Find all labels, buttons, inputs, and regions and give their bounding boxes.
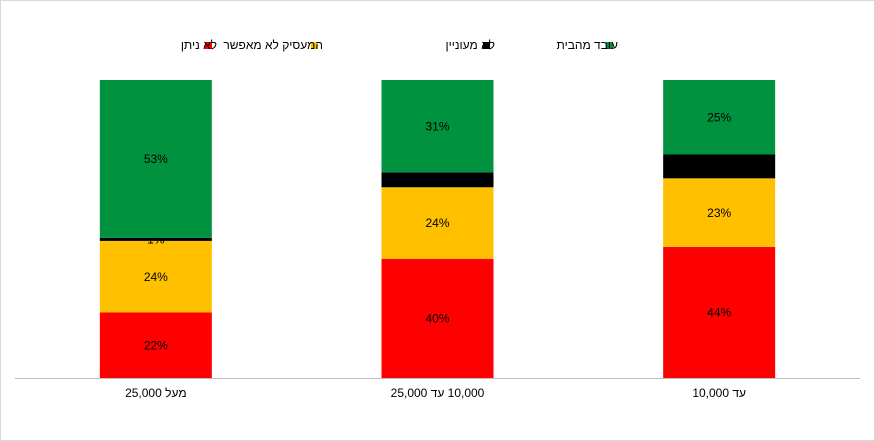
legend-label: לא מעוניין: [446, 38, 495, 52]
x-tick-label: 10,000 עד 25,000: [391, 386, 485, 400]
data-label: 23%: [707, 206, 731, 220]
bar-segment: [663, 178, 776, 247]
legend-swatch: [606, 42, 613, 49]
bar-segment: [381, 187, 494, 259]
data-label: 22%: [144, 338, 168, 352]
data-label: 25%: [707, 110, 731, 124]
data-label: 53%: [144, 152, 168, 166]
legend-swatch: [205, 42, 212, 49]
legend-swatch: [483, 42, 490, 49]
bar-segment: [663, 154, 776, 179]
data-label: 44%: [707, 306, 731, 320]
data-label: 24%: [425, 216, 449, 230]
data-label: 40%: [425, 312, 449, 326]
legend-swatch: [311, 42, 318, 49]
data-label: 31%: [425, 119, 449, 133]
bar-segment: [99, 80, 212, 238]
bar-segment: [381, 172, 494, 188]
bar-segment: [99, 237, 212, 241]
legend-label: עובד מהבית: [557, 38, 618, 52]
bar-segment: [663, 246, 776, 378]
legend-label: המעסיק לא מאפשר: [223, 38, 323, 52]
bar-segment: [99, 312, 212, 378]
data-label: 8%: [710, 160, 728, 174]
data-label: 24%: [144, 270, 168, 284]
data-label: 5%: [429, 173, 447, 187]
bar-segment: [381, 80, 494, 173]
x-tick-label: עד 10,000: [692, 386, 746, 400]
legend-label: לא ניתן: [181, 38, 217, 52]
x-tick-label: מעל 25,000: [125, 386, 187, 400]
bar-segment: [99, 240, 212, 313]
bar-segment: [381, 258, 494, 378]
bar-segment: [663, 80, 776, 155]
